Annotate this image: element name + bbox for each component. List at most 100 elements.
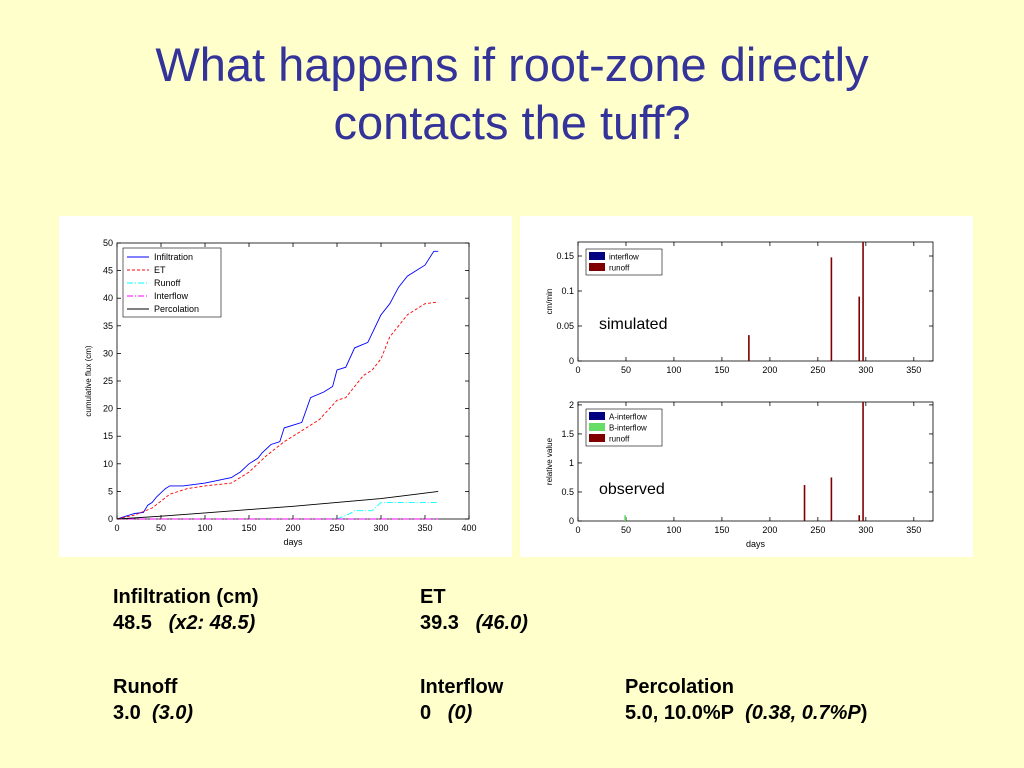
infiltration-stat: Infiltration (cm) 48.5 (x2: 48.5) <box>113 584 259 636</box>
legend-label-et: ET <box>154 265 166 275</box>
x-tick-label: 0 <box>575 365 580 375</box>
chart-2-axes: 0 50 100 150 200 250 300 350 0 0.5 1 1.5 2 days relati… <box>545 400 934 549</box>
x-tick-label: 50 <box>621 365 631 375</box>
x-tick-label: 350 <box>906 525 921 535</box>
legend-box <box>122 247 222 318</box>
x-tick-label: 300 <box>858 365 873 375</box>
chart-2-annotation: observed <box>599 481 665 498</box>
legend-label-runoff: Runoff <box>154 278 181 288</box>
series-line-infiltration <box>116 250 439 520</box>
percolation-stat: Percolation 5.0, 10.0%P (0.38, 0.7%P) <box>625 674 867 726</box>
x-tick-label: 250 <box>329 523 344 533</box>
y-tick-label: 10 <box>103 459 113 469</box>
et-label: ET <box>420 586 446 608</box>
percolation-paren-c: ) <box>860 702 868 724</box>
y-tick-label: 0 <box>108 514 113 524</box>
x-tick-label: 200 <box>285 523 300 533</box>
y-tick-label: 1.5 <box>561 429 574 439</box>
y-tick-label: 1 <box>569 458 574 468</box>
x-tick-label: 0 <box>114 523 119 533</box>
legend-label-percolation: Percolation <box>154 304 199 314</box>
y-tick-label: 0.05 <box>556 321 574 331</box>
simulated-observed-charts: 0 50 100 150 200 250 300 35000.050.10.15cm/mini… <box>545 241 934 549</box>
percolation-paren-a: (0.38, 0.7% <box>745 702 848 724</box>
et-stat: ET 39.3 (46.0) <box>420 584 528 636</box>
series-line-et <box>116 301 439 520</box>
percolation-paren-b: P <box>847 702 861 724</box>
legend-label-runoff: runoff <box>609 264 630 273</box>
x-tick-label: 200 <box>762 365 777 375</box>
x-tick-label: 100 <box>197 523 212 533</box>
slide-title: What happens if root-zone directly conta… <box>0 36 1024 152</box>
y-axis-label: cm/min <box>545 289 554 315</box>
legend-label-interflow: interflow <box>609 253 639 262</box>
x-tick-label: 50 <box>621 525 631 535</box>
legend-swatch-a-interflow <box>589 412 605 420</box>
legend-swatch-interflow <box>589 252 605 260</box>
bar-runoff <box>862 402 864 521</box>
x-tick-label: 300 <box>373 523 388 533</box>
x-axis-label: days <box>283 537 303 547</box>
interflow-label: Interflow <box>420 676 504 698</box>
x-tick-label: 350 <box>906 365 921 375</box>
chart-2-frame <box>577 401 934 522</box>
infiltration-value: 48.5 <box>113 612 152 634</box>
interflow-value: 0 <box>420 702 432 724</box>
infiltration-label: Infiltration (cm) <box>113 586 259 608</box>
y-tick-label: 15 <box>103 431 113 441</box>
runoff-value: 3.0 <box>113 702 141 724</box>
x-tick-label: 50 <box>156 523 166 533</box>
y-tick-label: 25 <box>103 376 113 386</box>
x-tick-label: 150 <box>714 525 729 535</box>
x-tick-label: 200 <box>762 525 777 535</box>
interflow-stat: Interflow 0 (0) <box>420 674 503 726</box>
chart-0-legend: Infiltration ET Runoff Interflow Percolation <box>122 247 222 318</box>
legend-label-b-interflow: B-interflow <box>609 424 647 433</box>
interflow-paren: (0) <box>447 702 473 724</box>
legend-label-a-interflow: A-interflow <box>609 413 647 422</box>
chart-1-axes: 0 50 100 150 200 250 300 350 0 0.05 0.1 0.15 cm/min <box>545 241 934 375</box>
bar-runoff <box>858 515 861 521</box>
x-tick-label: 400 <box>461 523 476 533</box>
y-axis-label: relative value <box>545 437 554 485</box>
legend-label-infiltration: Infiltration <box>154 252 193 262</box>
runoff-paren: (3.0) <box>151 702 194 724</box>
runoff-stat: Runoff 3.0 (3.0) <box>113 674 193 726</box>
title-line-1: What happens if root-zone directly <box>155 38 869 91</box>
y-tick-label: 30 <box>103 348 113 358</box>
y-axis-label: cumulative flux (cm) <box>84 345 93 416</box>
legend-label-interflow: Interflow <box>154 291 189 301</box>
bar-runoff <box>803 485 806 521</box>
x-tick-label: 350 <box>417 523 432 533</box>
legend-swatch-runoff <box>589 434 605 442</box>
cumulative-flux-chart: 0 50 100 150 200 250 300 350 400 0 5 10 15 20 25 30 35 40… <box>84 238 477 547</box>
y-tick-label: 50 <box>103 238 113 248</box>
bar-runoff <box>830 257 833 361</box>
chart-1-annotation: simulated <box>599 316 667 333</box>
et-value: 39.3 <box>420 612 459 634</box>
x-tick-label: 250 <box>810 365 825 375</box>
y-tick-label: 45 <box>103 266 113 276</box>
percolation-label: Percolation <box>625 676 734 698</box>
y-tick-label: 0 <box>569 516 574 526</box>
x-tick-label: 150 <box>241 523 256 533</box>
chart-2-legend: A-interflow B-interflow runoff <box>585 408 663 447</box>
title-line-2: contacts the tuff? <box>333 96 691 149</box>
x-axis-label: days <box>746 539 766 549</box>
et-paren: (46.0) <box>475 612 528 634</box>
x-tick-label: 250 <box>810 525 825 535</box>
y-tick-label: 5 <box>108 486 113 496</box>
legend-swatch-b-interflow <box>589 423 605 431</box>
bar-runoff <box>748 335 750 361</box>
chart-1-legend: interflow runoff <box>585 248 663 276</box>
y-tick-label: 0.1 <box>561 286 574 296</box>
y-tick-label: 35 <box>103 321 113 331</box>
legend-swatch-runoff <box>589 263 605 271</box>
y-tick-label: 40 <box>103 293 113 303</box>
series-line-percolation <box>116 490 439 520</box>
relative-flux-panel: 0 50 100 150 200 250 300 350 0 0.05 0.1 0.15 cm/min i… <box>520 216 973 557</box>
percolation-value: 5.0, 10.0%P <box>625 702 734 724</box>
y-tick-label: 0.15 <box>556 251 574 261</box>
x-tick-label: 300 <box>858 525 873 535</box>
bar-b-interflow <box>624 515 626 521</box>
